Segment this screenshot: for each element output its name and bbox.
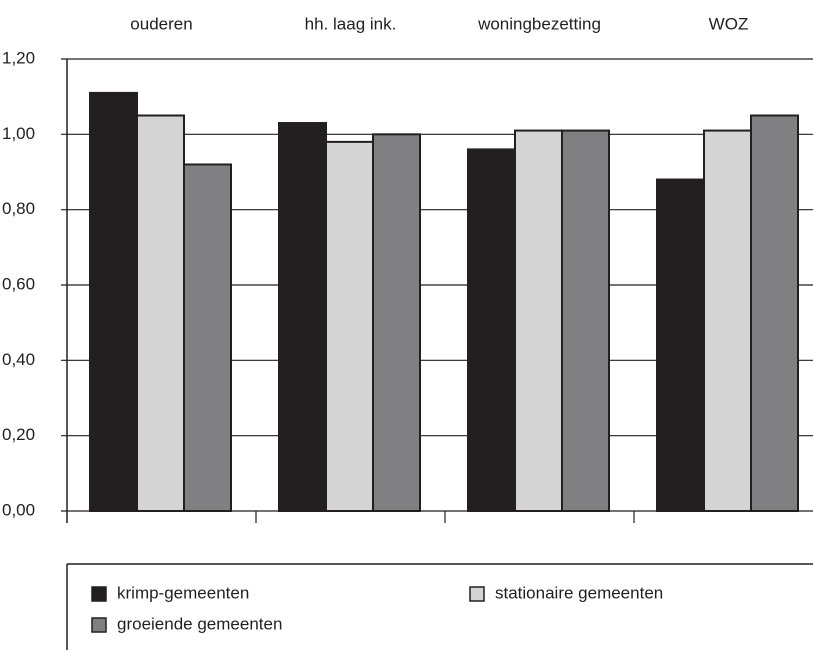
category-label: woningbezetting [477, 14, 601, 33]
bar [278, 122, 327, 513]
y-tick-label: 0,40 [2, 350, 35, 369]
legend-swatch [91, 617, 107, 633]
legend-swatch [469, 586, 485, 602]
bar [136, 114, 185, 512]
bar [183, 163, 232, 512]
category-label: ouderen [130, 14, 192, 33]
bar [89, 91, 138, 513]
y-tick-label: 0,00 [2, 500, 35, 519]
y-tick-label: 0,80 [2, 199, 35, 218]
bar [656, 178, 705, 513]
bar [372, 133, 421, 512]
category-label: hh. laag ink. [305, 14, 397, 33]
y-tick-label: 0,60 [2, 274, 35, 293]
category-label: WOZ [709, 14, 749, 33]
legend-label: stationaire gemeenten [495, 583, 663, 602]
y-tick-label: 1,00 [2, 124, 35, 143]
y-tick-label: 1,20 [2, 48, 35, 67]
bar [703, 129, 752, 512]
bar [325, 140, 374, 512]
bar [750, 114, 799, 512]
y-tick-label: 0,20 [2, 425, 35, 444]
bar [514, 129, 563, 512]
bar [467, 148, 516, 512]
legend-label: groeiende gemeenten [117, 614, 282, 633]
legend-label: krimp-gemeenten [117, 583, 249, 602]
legend-swatch [91, 586, 107, 602]
bar [561, 129, 610, 512]
